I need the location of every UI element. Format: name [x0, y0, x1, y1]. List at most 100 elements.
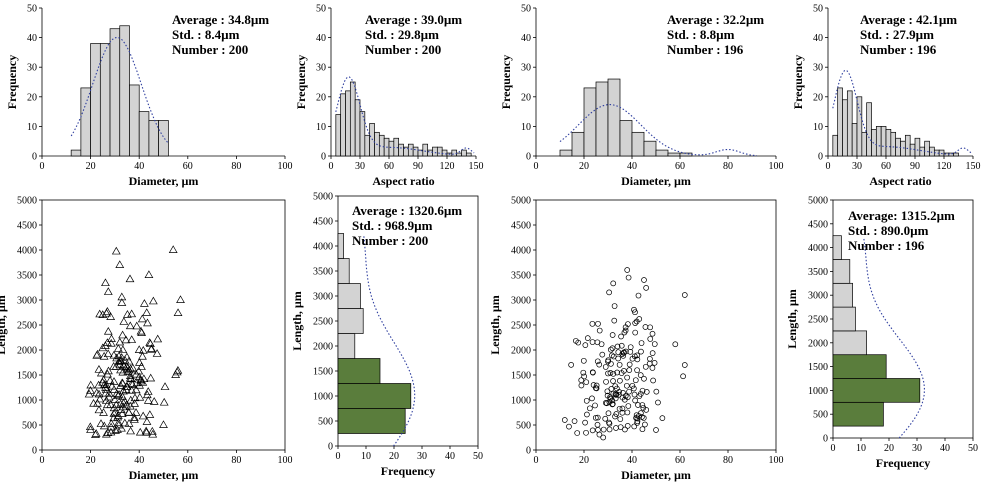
bar — [904, 134, 911, 157]
scatter-point — [130, 393, 140, 402]
scatter-point — [125, 321, 135, 330]
scatter-point — [680, 373, 686, 380]
scatter-point — [138, 351, 147, 360]
scatter-point — [606, 426, 613, 433]
bar — [856, 96, 863, 157]
y-tick-label: 20 — [27, 92, 37, 103]
scatter-point — [101, 380, 111, 389]
scatter-point — [583, 429, 589, 436]
bar — [80, 87, 91, 157]
stats-line: Std. : 8.4µm — [172, 27, 240, 42]
y-tick-label: 5000 — [511, 196, 531, 207]
bar — [337, 383, 412, 409]
x-tick-label: 80 — [723, 455, 733, 466]
bar — [427, 149, 433, 157]
scatter-point — [147, 426, 157, 435]
y-tick-label: 10 — [521, 122, 531, 133]
scatter-point — [629, 382, 636, 389]
scatter-point — [566, 423, 572, 430]
x-tick-label: 20 — [389, 451, 399, 462]
y-tick-label: 3000 — [313, 292, 333, 303]
y-tick-label: 3500 — [808, 267, 828, 278]
scatter-point — [603, 400, 610, 407]
scatter-point — [113, 344, 123, 352]
y-tick-label: 500 — [22, 421, 37, 432]
scatter-point — [148, 296, 158, 305]
scatter-point — [571, 418, 578, 424]
bar — [559, 149, 573, 157]
scatter-point — [152, 349, 162, 357]
scatter-point — [106, 422, 116, 431]
y-tick-label: 10 — [316, 122, 326, 133]
scatter-point — [96, 368, 106, 377]
scatter-2: 0 20 40 60 80 1000500100015002000250030003500… — [488, 196, 784, 483]
scatter-point — [639, 402, 646, 408]
x-tick-label: 40 — [445, 451, 455, 462]
y-tick-label: 20 — [813, 92, 823, 103]
y-axis-label: Length, µm — [785, 289, 799, 349]
scatter-point — [609, 397, 616, 404]
x-tick-label: 0 — [40, 161, 45, 172]
scatter-point — [649, 330, 656, 337]
scatter-point — [95, 394, 105, 403]
bar — [655, 149, 669, 157]
y-axis-label: Length, µm — [488, 295, 502, 355]
bar — [337, 358, 381, 384]
bar — [837, 87, 843, 157]
y-tick-label: 0 — [328, 442, 333, 453]
scatter-point — [125, 274, 135, 283]
bar — [842, 99, 848, 157]
x-tick-label: 30 — [912, 443, 922, 454]
scatter-point — [120, 355, 130, 364]
y-tick-label: 2000 — [808, 338, 828, 349]
bar — [929, 146, 935, 157]
scatter-point — [622, 327, 629, 334]
scatter-point — [653, 427, 659, 433]
scatter-point — [608, 386, 615, 392]
scatter-point — [101, 388, 111, 397]
stats-line: Number : 200 — [365, 42, 441, 57]
scatter-point — [638, 348, 644, 355]
scatter-point — [125, 371, 135, 379]
scatter-point — [122, 400, 131, 409]
y-tick-label: 5000 — [313, 192, 333, 203]
scatter-point — [594, 421, 601, 428]
bar — [643, 140, 657, 157]
bar — [583, 87, 597, 157]
y-axis-label: Frequency — [791, 55, 805, 109]
x-tick-label: 60 — [183, 455, 193, 466]
scatter-point — [109, 350, 119, 359]
bar — [832, 282, 853, 308]
bar — [99, 43, 111, 157]
scatter-point — [632, 397, 638, 404]
scatter-point — [113, 425, 122, 433]
scatter-point — [624, 374, 630, 381]
scatter-point — [99, 351, 109, 360]
scatter-point — [620, 352, 627, 359]
scatter-point — [621, 368, 627, 374]
hist-aspect-1: 0 30 60 90 120 150 0 10 20 30 40 50 Aspect ratio Freq… — [294, 4, 484, 189]
scatter-point — [115, 337, 125, 346]
bar — [90, 43, 101, 157]
scatter-point — [168, 245, 178, 253]
scatter-point — [582, 419, 588, 426]
scatter-point — [116, 399, 126, 408]
scatter-point — [106, 419, 116, 427]
bar — [337, 283, 361, 309]
scatter-point — [128, 363, 138, 372]
x-tick-label: 30 — [355, 161, 365, 172]
scatter-point — [593, 382, 600, 389]
scatter-point — [120, 418, 130, 427]
bar — [119, 25, 130, 157]
scatter-point — [611, 317, 618, 324]
bar — [337, 258, 350, 284]
scatter-point — [614, 369, 620, 376]
bar — [407, 143, 414, 157]
y-tick-label: 2500 — [808, 315, 828, 326]
scatter-point — [639, 387, 646, 394]
x-axis-label: Diameter, µm — [129, 468, 199, 482]
scatter-point — [606, 289, 612, 296]
fit-curve — [335, 76, 475, 155]
scatter-point — [148, 429, 158, 438]
x-tick-label: 0 — [831, 443, 836, 454]
